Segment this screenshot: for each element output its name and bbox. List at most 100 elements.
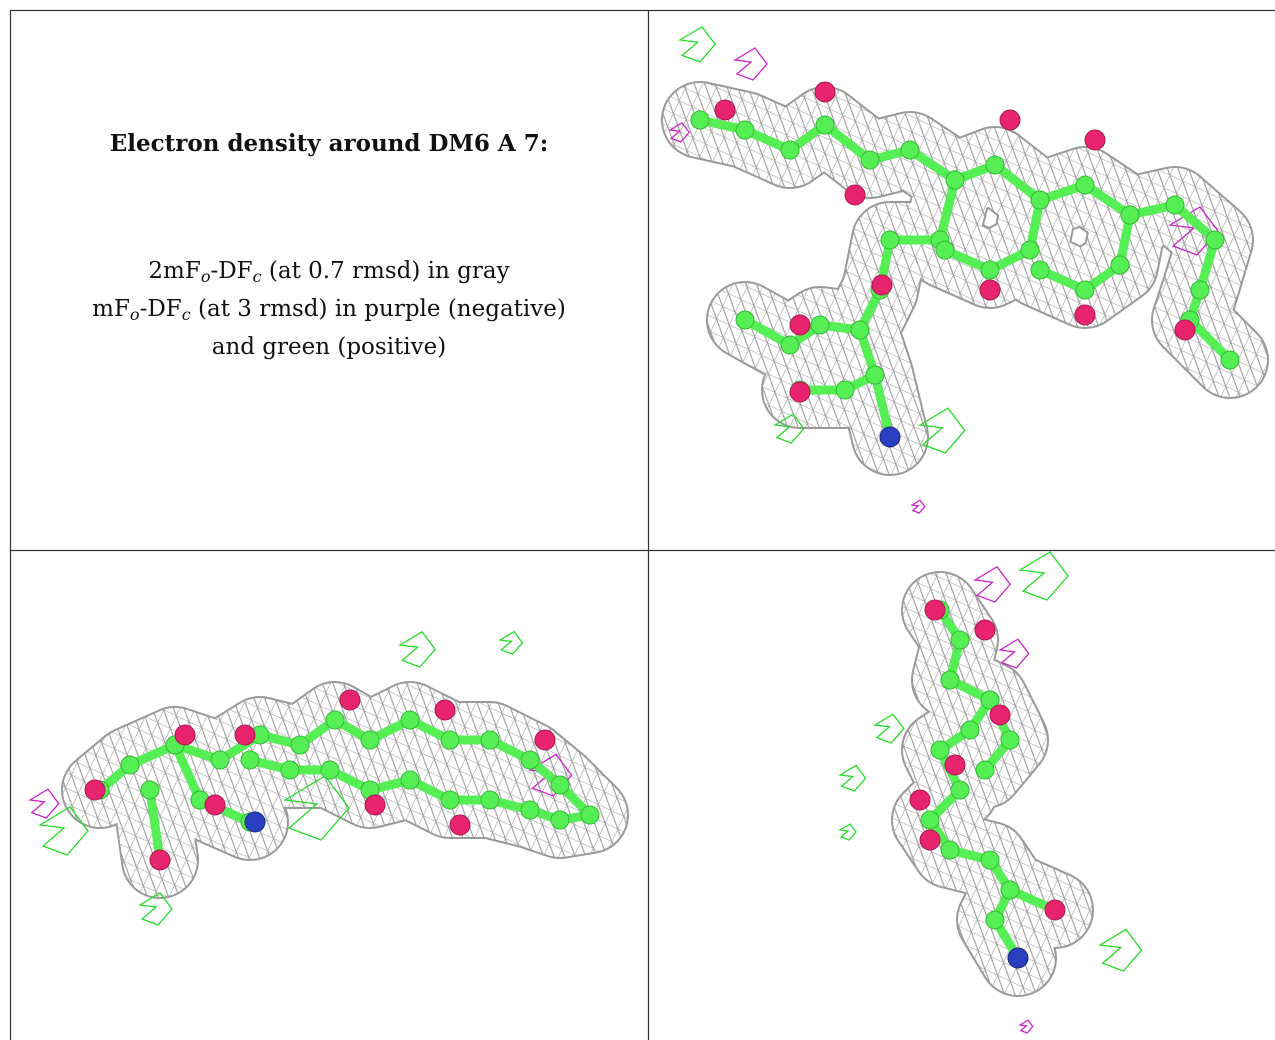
oxygen-atom <box>364 794 386 816</box>
oxygen-atom <box>84 779 106 801</box>
text: -DF <box>139 296 182 322</box>
oxygen-atom <box>534 729 556 751</box>
carbon-atom <box>550 775 570 795</box>
carbon-atom <box>1190 280 1210 300</box>
nitrogen-atom <box>244 811 266 833</box>
carbon-atom <box>810 315 830 335</box>
difference-density <box>838 823 857 841</box>
carbon-atom <box>985 910 1005 930</box>
carbon-atom <box>735 310 755 330</box>
carbon-atom <box>1205 230 1225 250</box>
molecule-views <box>28 25 1269 1034</box>
carbon-atom <box>865 365 885 385</box>
carbon-atom <box>690 110 710 130</box>
carbon-atom <box>400 710 420 730</box>
oxygen-atom <box>174 724 196 746</box>
carbon-atom <box>950 780 970 800</box>
legend-line: and green (positive) <box>10 328 648 366</box>
difference-density <box>498 630 524 655</box>
carbon-atom <box>1030 260 1050 280</box>
subscript: c <box>252 267 262 286</box>
oxygen-atom <box>434 699 456 721</box>
caption-cell: Electron density around DM6 A 7: 2mFo-DF… <box>10 10 648 550</box>
carbon-atom <box>360 730 380 750</box>
text: mF <box>92 296 130 322</box>
oxygen-atom <box>339 689 361 711</box>
carbon-atom <box>780 140 800 160</box>
text: -DF <box>210 258 253 284</box>
carbon-atom <box>815 115 835 135</box>
carbon-atom <box>400 770 420 790</box>
oxygen-atom <box>844 184 866 206</box>
carbon-atom <box>440 730 460 750</box>
carbon-atom <box>1000 730 1020 750</box>
oxygen-atom <box>974 619 996 641</box>
subscript: o <box>129 305 140 324</box>
carbon-atom <box>1000 880 1020 900</box>
carbon-atom <box>980 850 1000 870</box>
oxygen-atom <box>714 99 736 121</box>
nitrogen-atom <box>879 426 901 448</box>
oxygen-atom <box>979 279 1001 301</box>
oxygen-atom <box>204 794 226 816</box>
oxygen-atom <box>789 381 811 403</box>
difference-density <box>910 499 926 514</box>
subscript: c <box>181 305 191 324</box>
difference-density <box>773 413 805 444</box>
oxygen-atom <box>919 829 941 851</box>
carbon-atom <box>120 755 140 775</box>
carbon-atom <box>780 335 800 355</box>
oxygen-atom <box>1084 129 1106 151</box>
carbon-atom <box>860 150 880 170</box>
carbon-atom <box>240 750 260 770</box>
carbon-atom <box>735 120 755 140</box>
carbon-atom <box>975 760 995 780</box>
carbon-atom <box>940 670 960 690</box>
legend-line: mFo-DFc (at 3 rmsd) in purple (negative) <box>10 290 648 328</box>
oxygen-atom <box>909 789 931 811</box>
oxygen-atom <box>871 274 893 296</box>
difference-density <box>398 630 437 668</box>
legend-line: 2mFo-DFc (at 0.7 rmsd) in gray <box>10 252 648 290</box>
difference-density <box>678 25 717 63</box>
carbon-atom <box>210 750 230 770</box>
carbon-atom <box>520 800 540 820</box>
carbon-atom <box>520 750 540 770</box>
oxygen-atom <box>234 724 256 746</box>
carbon-atom <box>325 710 345 730</box>
carbon-atom <box>850 320 870 340</box>
difference-density <box>1018 551 1069 601</box>
difference-density <box>38 806 89 856</box>
difference-density <box>1018 1019 1034 1034</box>
carbon-atom <box>985 155 1005 175</box>
carbon-atom <box>1120 205 1140 225</box>
difference-density <box>973 565 1012 603</box>
text: and green (positive) <box>211 334 447 360</box>
caption-title: Electron density around DM6 A 7: <box>109 130 549 157</box>
difference-density <box>838 764 867 792</box>
difference-density <box>1168 206 1219 256</box>
bond <box>695 115 1235 442</box>
oxygen-atom <box>1044 899 1066 921</box>
carbon-atom <box>1220 350 1240 370</box>
oxygen-atom <box>1174 319 1196 341</box>
carbon-atom <box>550 810 570 830</box>
oxygen-atom <box>789 314 811 336</box>
carbon-atom <box>1075 280 1095 300</box>
table-borders <box>9 9 1275 1040</box>
carbon-atom <box>320 760 340 780</box>
difference-density <box>733 47 768 81</box>
text: 2mF <box>148 258 201 284</box>
carbon-atom <box>140 780 160 800</box>
carbon-atom <box>1020 240 1040 260</box>
oxygen-atom <box>989 704 1011 726</box>
carbon-atom <box>935 240 955 260</box>
oxygen-atom <box>944 754 966 776</box>
carbon-atom <box>290 735 310 755</box>
carbon-atom <box>980 690 1000 710</box>
difference-density <box>918 407 966 454</box>
subscript: o <box>200 267 211 286</box>
carbon-atom <box>950 630 970 650</box>
oxygen-atom <box>814 81 836 103</box>
